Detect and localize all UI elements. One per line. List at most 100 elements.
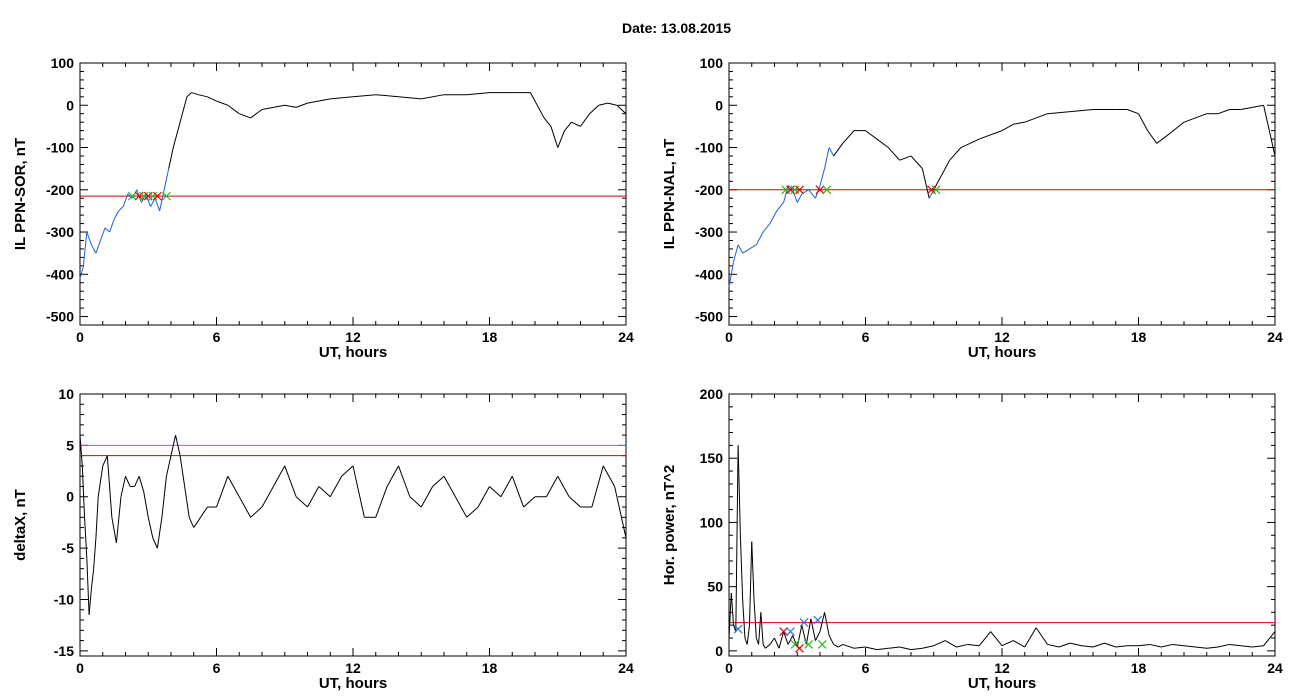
series-line-segment xyxy=(769,637,775,645)
series-line-segment xyxy=(1161,643,1173,648)
series-line-segment xyxy=(536,105,545,119)
series-line-segment xyxy=(728,261,735,288)
y-axis-title: deltaX, nT xyxy=(12,489,29,561)
series-line-segment xyxy=(751,541,755,600)
series-line-segment xyxy=(1147,130,1158,144)
series-line-segment xyxy=(79,435,83,466)
series-line-segment xyxy=(769,210,778,224)
series-line-segment xyxy=(1252,645,1264,648)
series-line-segment xyxy=(398,96,422,100)
series-line-segment xyxy=(109,219,115,233)
series-line-segment xyxy=(86,231,92,245)
series-line-segment xyxy=(216,100,229,106)
plot-frame xyxy=(728,62,1276,326)
series-line-segment xyxy=(876,647,889,651)
series-line-segment xyxy=(1156,134,1169,144)
series-line-segment xyxy=(115,496,122,544)
series-line-segment xyxy=(530,92,538,106)
series-line-segment xyxy=(307,98,331,104)
series-line-segment xyxy=(250,109,263,119)
series-line-segment xyxy=(1183,645,1196,648)
series-line-segment xyxy=(238,496,252,518)
series-line-segment xyxy=(106,455,113,518)
series-line-segment xyxy=(1001,640,1014,647)
series-line-segment xyxy=(79,265,84,279)
series-line-segment xyxy=(216,476,229,508)
series-line-segment xyxy=(1047,643,1059,648)
series-line-segment xyxy=(1217,109,1230,115)
series-line-segment xyxy=(175,434,181,456)
series-line-segment xyxy=(261,486,274,508)
x-tick-label: 6 xyxy=(213,660,221,676)
series-line-segment xyxy=(824,147,830,169)
event-marker xyxy=(162,191,171,201)
series-line-segment xyxy=(90,244,97,254)
series-line-segment xyxy=(272,465,286,487)
x-tick-label: 6 xyxy=(213,329,221,345)
series-line-segment xyxy=(746,625,750,645)
chart-hor-power: 0 6 12 18 24 0 50 100 150 200 UT, hours Hor. power,… xyxy=(661,386,1283,692)
series-line-segment xyxy=(239,113,251,119)
series-line-segment xyxy=(82,231,88,266)
series-line-segment xyxy=(295,102,308,108)
series-line-segment xyxy=(589,104,600,115)
series-line-segment xyxy=(742,599,746,639)
x-axis-title: UT, hours xyxy=(968,344,1036,361)
series-line-segment xyxy=(1047,111,1071,115)
series-line-segment xyxy=(960,138,980,148)
chart-ppn-sor: 0 6 12 18 24 -500 -400 -300 -200 -100 0 100 UT, hour… xyxy=(12,55,634,361)
event-marker-stroke xyxy=(733,624,743,634)
series-line-segment xyxy=(1013,640,1025,648)
series-line-segment xyxy=(828,635,835,645)
y-tick-label: 100 xyxy=(51,55,75,71)
series-line-segment xyxy=(95,240,101,254)
series-line-segment xyxy=(86,558,90,615)
series-line-segment xyxy=(1183,113,1207,123)
series-line-segment xyxy=(616,104,627,115)
series-line-segment xyxy=(273,104,285,108)
series-line-segment xyxy=(177,113,183,131)
x-tick-label: 18 xyxy=(1131,329,1147,345)
y-tick-label: -100 xyxy=(46,140,74,156)
series-line-segment xyxy=(156,517,163,549)
event-marker-stroke xyxy=(799,618,809,628)
event-marker xyxy=(815,185,825,195)
series-line-segment xyxy=(145,193,151,207)
series-line-segment xyxy=(545,475,559,497)
series-line-segment xyxy=(728,593,732,639)
series-line-segment xyxy=(607,102,618,106)
y-axis-title: Hor. power, nT^2 xyxy=(661,465,678,585)
series-line-segment xyxy=(598,102,608,106)
series-line-segment xyxy=(352,465,365,518)
series-line-segment xyxy=(191,92,199,96)
series-line-segment xyxy=(979,130,1003,140)
event-marker-stroke xyxy=(931,185,941,195)
series-line-segment xyxy=(184,486,190,518)
series-line-segment xyxy=(1138,113,1149,131)
series-line-segment xyxy=(1081,645,1094,648)
event-marker xyxy=(127,191,137,201)
series-line-segment xyxy=(819,612,826,632)
series-line-segment xyxy=(978,631,992,647)
series-line-segment xyxy=(1263,105,1276,157)
series-line-segment xyxy=(188,517,195,528)
x-axis-title: UT, hours xyxy=(319,344,387,361)
series-line-segment xyxy=(1070,642,1082,647)
series-line-segment xyxy=(284,104,297,108)
event-marker xyxy=(779,627,789,637)
series-line-segment xyxy=(227,104,240,115)
series-line-segment xyxy=(783,631,789,645)
series-line-segment xyxy=(808,189,816,199)
series-line-segment xyxy=(134,475,140,487)
series-line-segment xyxy=(454,496,468,518)
series-line-segment xyxy=(888,646,900,649)
plot-frame xyxy=(79,393,627,657)
event-marker-stroke xyxy=(813,615,823,625)
y-tick-label: 100 xyxy=(700,55,724,71)
event-marker xyxy=(822,185,832,195)
series-line-segment xyxy=(100,227,106,241)
series-line-segment xyxy=(967,643,980,647)
series-line-segment xyxy=(910,155,923,169)
series-line-segment xyxy=(409,496,422,508)
